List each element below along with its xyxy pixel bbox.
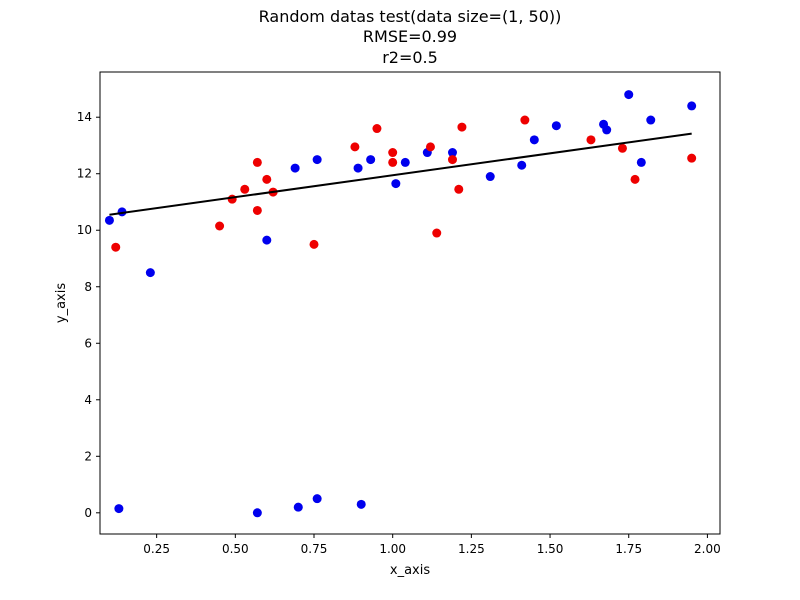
data-point-s1-20 — [617, 143, 627, 153]
data-point-s1-14 — [432, 228, 442, 238]
x-axis-label: x_axis — [390, 563, 430, 578]
data-point-s1-4 — [252, 157, 262, 167]
data-point-s0-0 — [104, 215, 114, 225]
y-tick-label: 8 — [84, 280, 92, 294]
title-line-2: RMSE=0.99 — [363, 27, 457, 46]
x-tick-label: 1.00 — [379, 542, 406, 556]
data-point-s1-12 — [388, 157, 398, 167]
x-tick-label: 0.50 — [222, 542, 249, 556]
fit-line-layer — [109, 132, 692, 216]
x-tick-label: 1.75 — [615, 542, 642, 556]
data-point-s0-12 — [447, 148, 457, 158]
data-point-s0-18 — [602, 125, 612, 135]
data-point-s0-3 — [114, 504, 124, 514]
data-point-s0-21 — [646, 115, 656, 125]
data-point-s0-8 — [366, 155, 376, 165]
data-point-s0-25 — [312, 494, 322, 504]
plot-area-frame — [99, 71, 721, 535]
data-point-s1-22 — [687, 153, 697, 163]
y-tick-label: 6 — [84, 336, 92, 350]
data-point-s0-5 — [290, 163, 300, 173]
data-point-s0-2 — [145, 268, 155, 278]
y-tick-label: 14 — [77, 110, 92, 124]
y-tick-label: 0 — [84, 506, 92, 520]
data-point-s1-10 — [372, 124, 382, 134]
data-point-s0-6 — [312, 155, 322, 165]
data-point-s0-24 — [293, 502, 303, 512]
data-points — [104, 90, 697, 518]
data-point-s0-22 — [687, 101, 697, 111]
data-point-s0-19 — [624, 90, 634, 100]
chart-title: Random datas test(data size=(1, 50)) RMS… — [259, 7, 562, 67]
data-point-s0-23 — [252, 508, 262, 518]
title-line-1: Random datas test(data size=(1, 50)) — [259, 7, 562, 26]
x-tick-label: 0.75 — [301, 542, 328, 556]
data-point-s0-20 — [636, 157, 646, 167]
y-tick-label: 2 — [84, 449, 92, 463]
data-point-s1-1 — [215, 221, 225, 231]
data-point-s0-26 — [356, 499, 366, 509]
data-point-s0-7 — [353, 163, 363, 173]
data-point-s1-16 — [454, 184, 464, 194]
y-axis-label: y_axis — [54, 283, 69, 323]
data-point-s0-9 — [391, 179, 401, 189]
y-tick-label: 10 — [77, 223, 92, 237]
x-tick-label: 1.25 — [458, 542, 485, 556]
data-point-s1-2 — [227, 194, 237, 204]
data-point-s1-0 — [111, 242, 121, 252]
data-point-s1-15 — [447, 155, 457, 165]
y-axis-ticks: 0 2 4 6 8 10 12 14 — [77, 110, 100, 520]
x-tick-label: 2.00 — [694, 542, 721, 556]
data-point-s1-17 — [457, 122, 467, 132]
title-line-3: r2=0.5 — [382, 48, 438, 67]
fit-line — [109, 132, 692, 216]
data-point-s1-18 — [520, 115, 530, 125]
data-point-s1-11 — [388, 148, 398, 158]
data-point-s0-10 — [400, 157, 410, 167]
data-point-s1-21 — [630, 174, 640, 184]
data-point-s1-13 — [425, 142, 435, 152]
x-axis-ticks: 0.25 0.50 0.75 1.00 1.25 1.50 1.75 2.00 — [143, 534, 721, 556]
data-point-s1-5 — [252, 205, 262, 215]
data-point-s1-6 — [262, 174, 272, 184]
y-tick-label: 4 — [84, 393, 92, 407]
data-point-s1-9 — [350, 142, 360, 152]
data-point-s0-13 — [485, 172, 495, 182]
y-tick-label: 12 — [77, 167, 92, 181]
data-point-s1-19 — [586, 135, 596, 145]
x-tick-label: 0.25 — [143, 542, 170, 556]
data-point-s0-16 — [551, 121, 561, 131]
data-point-s0-15 — [529, 135, 539, 145]
data-point-s0-4 — [262, 235, 272, 245]
data-point-s1-8 — [309, 239, 319, 249]
data-point-s0-14 — [517, 160, 527, 170]
x-tick-label: 1.50 — [537, 542, 564, 556]
data-point-s1-3 — [240, 184, 250, 194]
